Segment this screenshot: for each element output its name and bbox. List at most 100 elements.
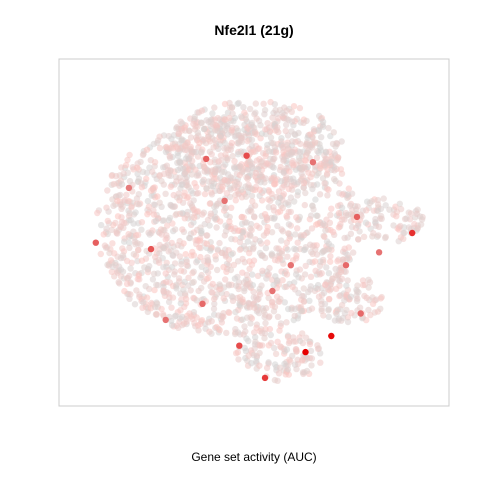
cell-point — [324, 192, 331, 199]
cell-point — [309, 243, 316, 250]
cell-point — [135, 191, 142, 198]
cell-point — [338, 170, 346, 177]
cell-point — [314, 181, 321, 188]
cell-point — [234, 151, 242, 158]
cell-point — [283, 181, 291, 188]
cell-point — [236, 246, 244, 253]
cell-point — [320, 289, 328, 297]
cell-point — [341, 297, 348, 304]
cell-point — [138, 257, 146, 264]
cell-point — [211, 104, 218, 111]
cell-point — [246, 265, 253, 272]
cell-point — [335, 209, 343, 217]
cell-point — [156, 250, 163, 257]
cell-point — [198, 317, 206, 324]
cell-point — [117, 266, 125, 273]
cell-point — [327, 253, 334, 260]
cell-point — [198, 227, 205, 235]
cell-point — [97, 250, 105, 258]
cell-point — [127, 216, 134, 224]
cell-point — [325, 240, 332, 247]
cell-point — [247, 320, 254, 327]
cell-point — [227, 266, 235, 274]
cell-point — [284, 366, 292, 373]
cell-point — [306, 258, 313, 266]
cell-point — [192, 123, 199, 130]
cell-point — [332, 143, 339, 150]
cell-point — [221, 116, 228, 123]
cell-point — [247, 225, 254, 232]
cell-point — [212, 256, 219, 263]
cell-point — [138, 180, 145, 187]
cell-point — [193, 190, 200, 197]
cell-point — [277, 364, 284, 371]
cell-point — [199, 178, 206, 185]
cell-point — [177, 118, 184, 125]
cell-point — [227, 186, 234, 193]
cell-point — [169, 294, 177, 301]
cell-point — [315, 127, 322, 134]
cell-point — [112, 219, 119, 227]
cell-point — [299, 330, 306, 337]
cell-point — [175, 130, 182, 137]
cell-point — [239, 228, 247, 235]
cell-point — [126, 244, 133, 251]
cell-point — [240, 104, 247, 111]
cell-point — [300, 285, 307, 292]
cell-point — [232, 308, 239, 316]
cell-point — [265, 148, 273, 155]
cell-point — [312, 196, 319, 203]
high-activity-point — [125, 184, 133, 192]
cell-point — [104, 187, 111, 194]
cell-point — [390, 222, 397, 229]
cell-point — [271, 344, 278, 352]
cell-point — [165, 298, 173, 306]
cell-point — [308, 225, 316, 232]
cell-point — [285, 230, 292, 237]
cell-point — [203, 232, 210, 239]
cell-point — [222, 205, 229, 212]
cell-point — [263, 227, 271, 235]
cell-point — [283, 212, 290, 220]
cell-point — [365, 284, 372, 291]
cell-point — [345, 185, 352, 192]
high-activity-point — [92, 239, 100, 246]
cell-point — [154, 193, 161, 200]
cell-point — [244, 238, 251, 245]
cell-point — [165, 248, 172, 255]
cell-point — [242, 116, 249, 123]
cell-point — [386, 206, 393, 213]
cell-point — [196, 244, 203, 251]
cell-point — [127, 265, 134, 272]
cell-point — [179, 226, 186, 233]
cell-point — [246, 249, 253, 257]
cell-point — [231, 330, 239, 338]
cell-point — [321, 300, 329, 308]
cell-point — [257, 179, 264, 186]
high-activity-point — [162, 316, 169, 324]
cell-point — [190, 219, 197, 226]
cell-point — [248, 121, 255, 128]
cell-point — [119, 203, 126, 210]
cell-point — [411, 220, 418, 228]
cell-point — [145, 203, 153, 210]
cell-point — [156, 172, 163, 180]
cell-point — [146, 285, 153, 293]
cell-point — [231, 165, 238, 172]
cell-point — [347, 293, 354, 300]
cell-point — [242, 328, 249, 335]
cell-point — [137, 241, 144, 248]
cell-point — [187, 313, 195, 320]
cell-point — [297, 177, 305, 184]
cell-point — [151, 303, 159, 311]
cell-point — [187, 134, 195, 141]
cell-point — [210, 305, 218, 312]
cell-point — [165, 290, 172, 297]
cell-point — [234, 349, 242, 356]
cell-point — [248, 185, 255, 192]
cell-point — [273, 245, 280, 252]
cell-point — [288, 118, 296, 125]
cell-point — [212, 167, 219, 175]
cell-point — [256, 224, 263, 231]
cell-point — [294, 225, 301, 232]
